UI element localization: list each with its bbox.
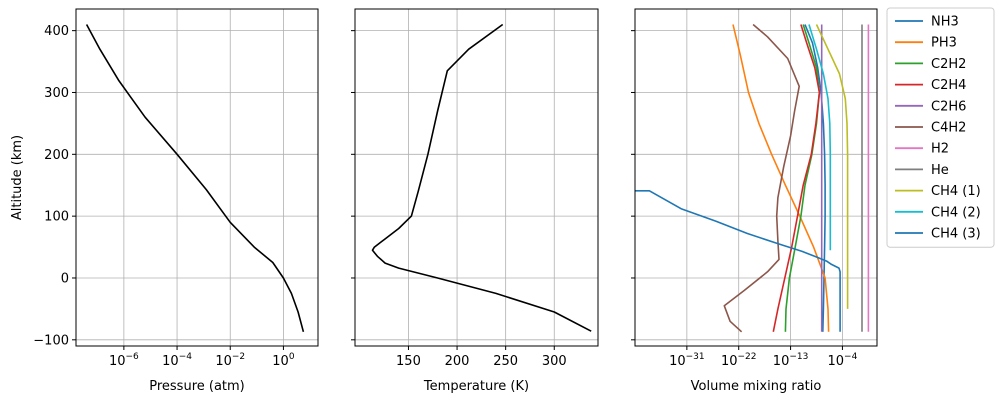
y-tick-label: −100 xyxy=(33,333,69,348)
legend-label: C2H2 xyxy=(931,57,966,72)
x-tick-base: 10 xyxy=(828,354,845,369)
x-tick-base: 250 xyxy=(493,354,518,369)
series-line-c4h2 xyxy=(723,23,801,333)
legend-label: CH4 (3) xyxy=(931,227,981,242)
x-tick-base: 10 xyxy=(109,354,126,369)
x-tick-base: 10 xyxy=(773,354,790,369)
legend-box xyxy=(886,7,995,248)
x-tick-base: 10 xyxy=(162,354,179,369)
x-tick-exponent: −4 xyxy=(179,352,193,362)
x-tick-exponent: −2 xyxy=(232,352,245,362)
x-tick-base: 150 xyxy=(396,354,421,369)
legend-entry: C2H2 xyxy=(895,57,966,72)
legend-entry: CH4 (2) xyxy=(895,205,981,220)
x-tick-exponent: −4 xyxy=(844,352,858,362)
pressure-panel: 10−6 10−4 10−2 100−1000100200300400Pressure… xyxy=(10,8,319,394)
series-group xyxy=(85,24,305,333)
x-tick-label: 100 xyxy=(272,352,295,369)
x-tick-label: 300 xyxy=(542,354,567,369)
x-tick-exponent: −22 xyxy=(737,352,756,362)
legend-entry: C2H6 xyxy=(895,99,966,114)
x-tick-base: 10 xyxy=(669,354,686,369)
x-tick-label: 10−22 xyxy=(721,352,757,369)
x-tick-base: 10 xyxy=(272,354,289,369)
x-tick-exponent: 0 xyxy=(289,352,295,362)
y-tick-label: 400 xyxy=(44,24,69,39)
legend-label: PH3 xyxy=(931,36,957,51)
series-line xyxy=(85,24,305,333)
series-line-c2h2 xyxy=(784,24,821,332)
series-group xyxy=(635,23,870,333)
axes-frame xyxy=(354,8,599,347)
y-tick-label: 100 xyxy=(44,210,69,225)
legend-label: C2H4 xyxy=(931,78,966,93)
legend-entry: NH3 xyxy=(895,15,959,30)
legend-entry: H2 xyxy=(895,142,949,157)
x-tick-label: 10−4 xyxy=(828,352,858,369)
x-tick-label: 200 xyxy=(445,354,470,369)
series-line-ch4-3- xyxy=(635,190,841,332)
x-tick-base: 300 xyxy=(542,354,567,369)
series-line xyxy=(371,23,592,332)
x-axis-label: Pressure (atm) xyxy=(149,379,245,394)
x-tick-label: 150 xyxy=(396,354,421,369)
series-line-ch4-2- xyxy=(808,24,832,251)
x-tick-label: 10−2 xyxy=(215,352,245,369)
legend-entry: CH4 (1) xyxy=(895,184,981,199)
x-tick-label: 10−6 xyxy=(109,352,139,369)
y-axis-label: Altitude (km) xyxy=(10,135,25,220)
x-tick-exponent: −13 xyxy=(789,352,808,362)
legend-label: He xyxy=(931,163,949,178)
series-line-c2h4 xyxy=(772,24,821,332)
x-tick-base: 200 xyxy=(445,354,470,369)
x-axis-label: Volume mixing ratio xyxy=(691,379,822,394)
x-tick-label: 250 xyxy=(493,354,518,369)
x-tick-exponent: −31 xyxy=(686,352,705,362)
y-tick-label: 300 xyxy=(44,86,69,101)
x-tick-label: 10−4 xyxy=(162,352,192,369)
x-tick-exponent: −6 xyxy=(126,352,140,362)
series-line-ph3 xyxy=(732,24,830,332)
legend-entry: He xyxy=(895,163,949,178)
x-tick-base: 10 xyxy=(721,354,738,369)
axes-frame xyxy=(634,8,878,347)
legend-entry: C2H4 xyxy=(895,78,966,93)
legend-label: C2H6 xyxy=(931,99,966,114)
legend-entry: CH4 (3) xyxy=(895,227,981,242)
legend-label: NH3 xyxy=(931,15,959,30)
y-tick-label: 200 xyxy=(44,148,69,163)
series-line-nh3 xyxy=(804,24,826,332)
series-group xyxy=(371,23,592,332)
x-tick-label: 10−31 xyxy=(669,352,705,369)
x-tick-base: 10 xyxy=(215,354,232,369)
axes-frame xyxy=(75,8,319,347)
legend: NH3 PH3 C2H2 C2H4 C2H6 C4H2 H2 He CH4 (1) CH4 (2)… xyxy=(886,7,995,248)
y-tick-label: 0 xyxy=(61,271,69,286)
temperature-panel: 150 200 250 300 Temperature (K) xyxy=(351,8,599,394)
series-line-ch4-1- xyxy=(815,24,849,309)
legend-label: CH4 (2) xyxy=(931,205,981,220)
legend-entry: C4H2 xyxy=(895,121,966,136)
legend-label: H2 xyxy=(931,142,949,157)
legend-label: CH4 (1) xyxy=(931,184,981,199)
x-tick-label: 10−13 xyxy=(773,352,809,369)
x-axis-label: Temperature (K) xyxy=(423,379,529,394)
legend-label: C4H2 xyxy=(931,121,966,136)
legend-entry: PH3 xyxy=(895,36,957,51)
